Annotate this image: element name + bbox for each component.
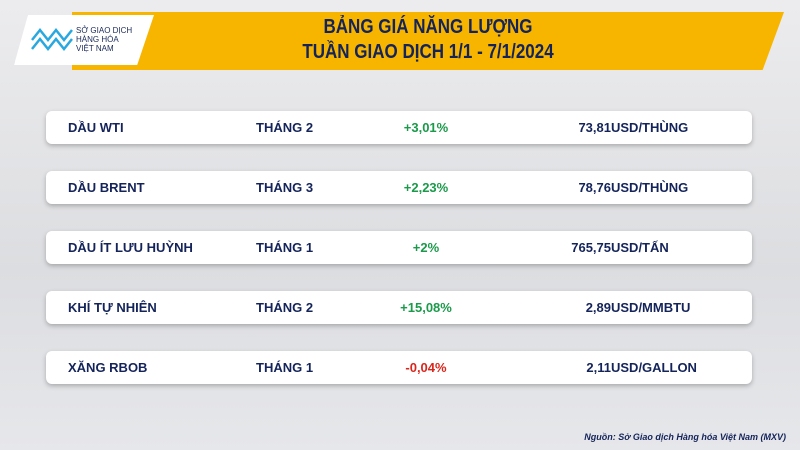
price-row: DẦU BRENT THÁNG 3 +2,23% 78,76 USD/THÙNG xyxy=(46,171,752,204)
price-value: 2,11 xyxy=(586,360,611,375)
price-value: 765,75 xyxy=(571,240,611,255)
price-unit: USD/THÙNG xyxy=(611,120,689,135)
price-row: XĂNG RBOB THÁNG 1 -0,04% 2,11 USD/GALLON xyxy=(46,351,752,384)
change-percent: +15,08% xyxy=(400,300,452,315)
price-value: 73,81 xyxy=(578,120,611,135)
commodity-name: DẦU WTI xyxy=(68,120,124,135)
price-unit: USD/TẤN xyxy=(611,240,669,255)
price-unit: USD/GALLON xyxy=(611,360,697,375)
price-row: DẦU WTI THÁNG 2 +3,01% 73,81 USD/THÙNG xyxy=(46,111,752,144)
change-percent: -0,04% xyxy=(405,360,447,375)
contract-month: THÁNG 1 xyxy=(256,240,314,255)
title-line-2: TUẦN GIAO DỊCH 1/1 - 7/1/2024 xyxy=(302,41,554,63)
change-percent: +2% xyxy=(412,240,440,255)
commodity-name: DẦU BRENT xyxy=(68,180,145,195)
contract-month: THÁNG 2 xyxy=(256,120,314,135)
contract-month: THÁNG 1 xyxy=(256,360,314,375)
price-unit: USD/THÙNG xyxy=(611,180,689,195)
price-value: 78,76 xyxy=(578,180,611,195)
price-unit: USD/MMBTU xyxy=(611,300,691,315)
logo-mark-icon xyxy=(31,27,73,52)
title-line-1: BẢNG GIÁ NĂNG LƯỢNG xyxy=(323,16,533,38)
source-note: Nguồn: Sở Giao dịch Hàng hóa Việt Nam (M… xyxy=(584,432,786,442)
commodity-name: KHÍ TỰ NHIÊN xyxy=(68,300,157,315)
contract-month: THÁNG 3 xyxy=(256,180,314,195)
price-row: DẦU ÍT LƯU HUỲNH THÁNG 1 +2% 765,75 USD/TẤN xyxy=(46,231,752,264)
contract-month: THÁNG 2 xyxy=(256,300,314,315)
commodity-name: DẦU ÍT LƯU HUỲNH xyxy=(68,240,193,255)
logo: SỞ GIAO DỊCH HÀNG HÓA VIỆT NAM xyxy=(14,15,154,65)
change-percent: +3,01% xyxy=(403,120,449,135)
price-value: 2,89 xyxy=(585,300,611,315)
commodity-name: XĂNG RBOB xyxy=(68,360,148,375)
change-percent: +2,23% xyxy=(403,180,449,195)
title-banner xyxy=(72,12,784,70)
price-row: KHÍ TỰ NHIÊN THÁNG 2 +15,08% 2,89 USD/MMBTU xyxy=(46,291,752,324)
